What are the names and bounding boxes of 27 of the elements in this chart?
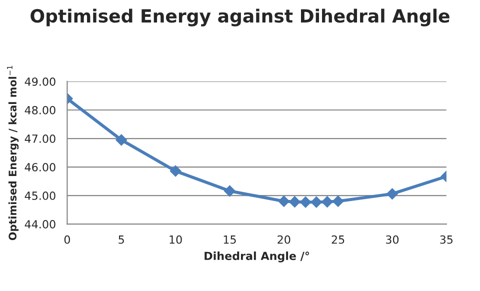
y-tick-label: 44.00 (24, 220, 56, 228)
x-axis-title: Dihedral Angle /° (204, 251, 310, 262)
x-tick-label: 10 (170, 235, 182, 244)
point (278, 196, 290, 207)
y-tick-label: 48.00 (24, 106, 56, 114)
point (322, 196, 333, 208)
y-tick-label: 45.00 (24, 192, 56, 200)
x-tick-label: 15 (224, 236, 236, 244)
y-tick-label: 49.00 (24, 77, 56, 86)
point (310, 196, 322, 208)
point (289, 196, 300, 208)
x-tick-label: 35 (440, 235, 452, 244)
chart-title: Optimised Energy against Dihedral Angle (30, 8, 450, 26)
y-axis-title: Optimised Energy / kcal mol$^{−1}$ (7, 66, 19, 240)
x-tick-label: 0 (64, 235, 70, 244)
x-tick-label: 30 (386, 235, 399, 244)
point (224, 185, 236, 197)
point (116, 134, 127, 146)
x-tick-label: 20 (278, 235, 290, 244)
x-tick-label: 5 (118, 236, 124, 244)
point (386, 188, 398, 200)
point (170, 165, 182, 177)
x-tick-label: 25 (332, 235, 344, 244)
point (332, 196, 344, 207)
y-tick-label: 47.00 (24, 134, 56, 143)
y-tick-label: 46.00 (24, 163, 56, 172)
point (300, 196, 312, 208)
